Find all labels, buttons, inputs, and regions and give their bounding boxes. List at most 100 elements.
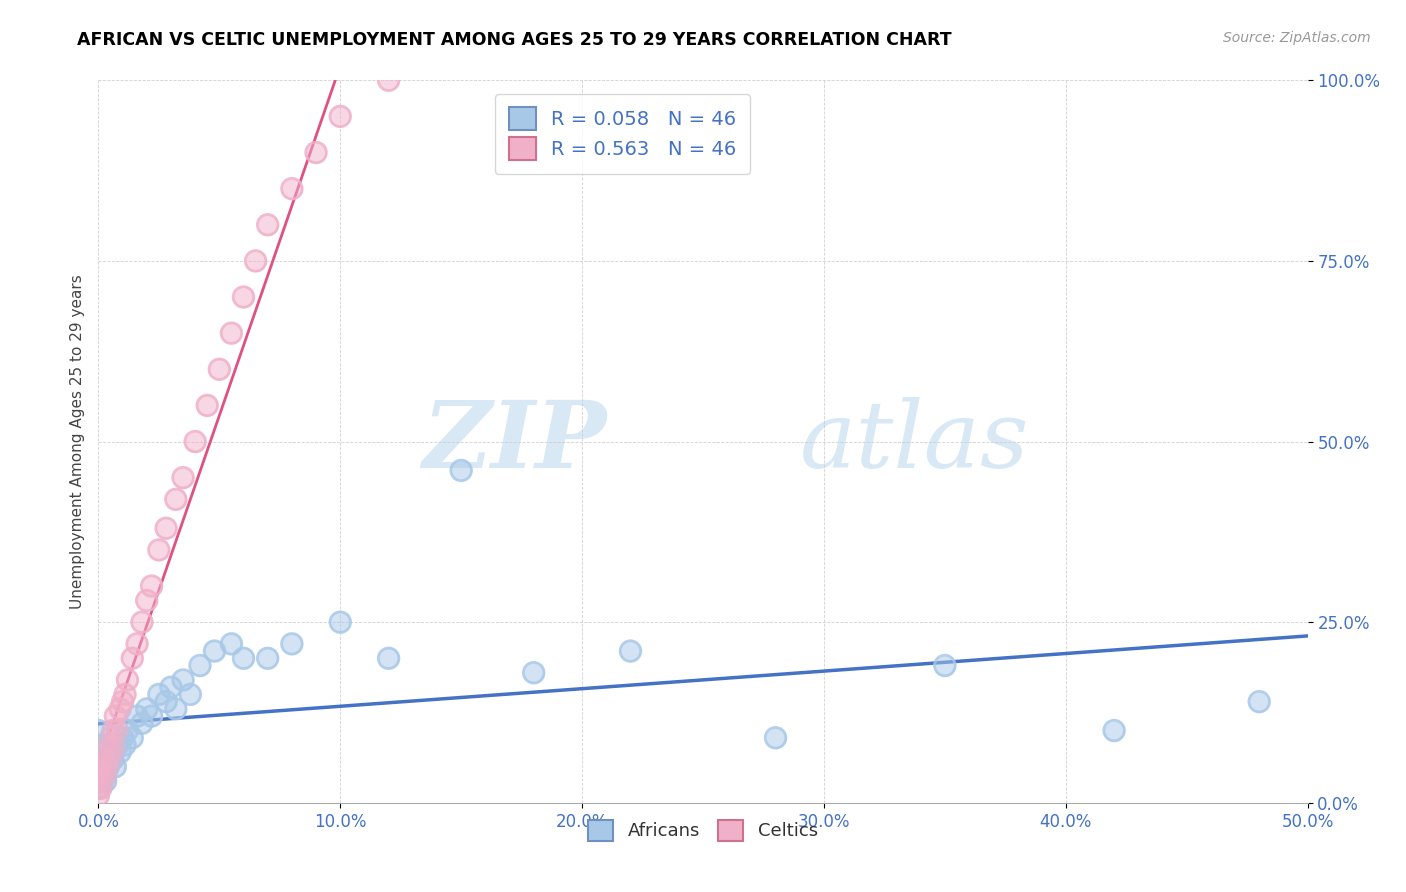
Text: atlas: atlas [800,397,1029,486]
Point [135,702,157,716]
Point [179,687,201,701]
Point [117,673,139,687]
Point [94,752,117,766]
Point [94,774,117,789]
Point [87,723,110,738]
Point [111,695,134,709]
Point [97,760,120,774]
Point [141,709,163,723]
Point [377,73,399,87]
Point [221,326,243,340]
Point [329,110,352,124]
Point [127,637,149,651]
Point [114,738,136,752]
Point [195,398,218,412]
Point [87,781,110,796]
Point [87,745,110,759]
Point [121,731,143,745]
Point [121,731,143,745]
Point [281,637,304,651]
Point [135,702,157,716]
Point [148,542,170,557]
Y-axis label: Unemployment Among Ages 25 to 29 years: Unemployment Among Ages 25 to 29 years [69,274,84,609]
Point [281,637,304,651]
Point [208,362,231,376]
Point [208,362,231,376]
Point [155,521,177,535]
Point [1249,695,1271,709]
Point [87,738,110,752]
Point [329,615,352,630]
Point [160,680,183,694]
Point [94,752,117,766]
Point [91,767,114,781]
Point [117,673,139,687]
Point [184,434,207,449]
Point [108,702,131,716]
Point [90,774,112,789]
Point [172,673,194,687]
Point [87,760,110,774]
Point [101,752,124,766]
Point [91,774,114,789]
Point [87,781,110,796]
Point [141,579,163,593]
Point [90,752,112,766]
Point [450,463,472,477]
Point [104,709,127,723]
Point [94,774,117,789]
Point [90,781,112,796]
Point [256,651,278,665]
Point [87,781,110,796]
Point [87,723,110,738]
Point [329,615,352,630]
Point [232,290,254,304]
Point [111,731,134,745]
Point [232,290,254,304]
Point [91,760,114,774]
Point [114,687,136,701]
Point [107,723,129,738]
Point [101,723,124,738]
Point [305,145,328,160]
Point [100,745,122,759]
Point [155,695,177,709]
Point [450,463,472,477]
Point [232,651,254,665]
Point [221,637,243,651]
Point [94,752,117,766]
Point [111,731,134,745]
Point [104,738,127,752]
Point [91,767,114,781]
Point [104,709,127,723]
Point [91,745,114,759]
Point [172,470,194,484]
Point [172,470,194,484]
Text: Source: ZipAtlas.com: Source: ZipAtlas.com [1223,31,1371,45]
Point [179,687,201,701]
Point [100,752,122,766]
Point [523,665,546,680]
Point [305,145,328,160]
Point [204,644,226,658]
Point [100,745,122,759]
Point [94,767,117,781]
Point [87,781,110,796]
Point [934,658,956,673]
Point [195,398,218,412]
Point [1102,723,1125,738]
Point [765,731,787,745]
Point [97,738,120,752]
Point [108,745,131,759]
Point [87,767,110,781]
Point [131,716,153,731]
Point [87,752,110,766]
Point [135,593,157,607]
Point [114,738,136,752]
Text: AFRICAN VS CELTIC UNEMPLOYMENT AMONG AGES 25 TO 29 YEARS CORRELATION CHART: AFRICAN VS CELTIC UNEMPLOYMENT AMONG AGE… [77,31,952,49]
Point [165,492,187,507]
Point [131,615,153,630]
Point [160,680,183,694]
Point [101,745,124,759]
Point [90,752,112,766]
